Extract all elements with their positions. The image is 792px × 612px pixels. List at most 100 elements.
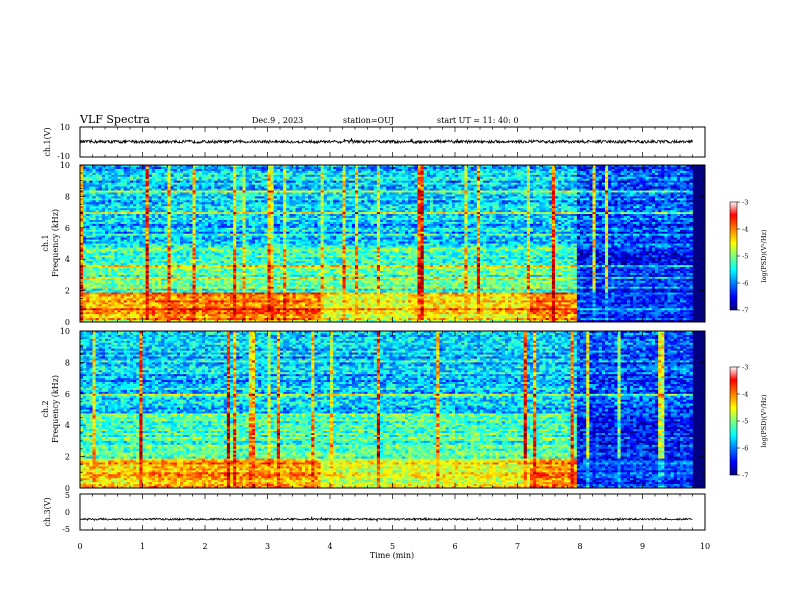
spectrogram-cell xyxy=(99,175,102,177)
spectrogram-cell xyxy=(168,261,171,263)
spectrogram-cell xyxy=(108,222,111,224)
spectrogram-cell xyxy=(111,318,114,320)
spectrogram-cell xyxy=(168,279,171,281)
spectrogram-cell xyxy=(196,167,199,169)
spectrogram-cell xyxy=(249,245,252,247)
spectrogram-cell xyxy=(89,255,92,257)
spectrogram-cell xyxy=(164,192,167,194)
spectrogram-cell xyxy=(168,200,171,202)
spectrogram-cell xyxy=(233,183,236,185)
spectrogram-cell xyxy=(118,192,121,194)
spectrogram-cell xyxy=(174,167,177,169)
spectrogram-cell xyxy=(233,245,236,247)
spectrogram-cell xyxy=(171,240,174,242)
spectrogram-cell xyxy=(211,300,214,302)
spectrogram-cell xyxy=(133,206,136,208)
spectrogram-cell xyxy=(127,269,130,271)
spectrogram-cell xyxy=(236,240,239,242)
spectrogram-cell xyxy=(111,192,114,194)
spectrogram-cell xyxy=(136,255,139,257)
spectrogram-cell xyxy=(189,308,192,310)
spectrogram-cell xyxy=(161,261,164,263)
spectrogram-cell xyxy=(143,232,146,234)
spectrogram-cell xyxy=(208,300,211,302)
spectrogram-cell xyxy=(99,318,102,320)
spectrogram-cell xyxy=(230,269,233,271)
spectrogram-cell xyxy=(155,255,158,257)
spectrogram-cell xyxy=(196,214,199,216)
spectrogram-cell xyxy=(93,232,96,234)
spectrogram-cell xyxy=(249,261,252,263)
spectrogram-cell xyxy=(121,200,124,202)
spectrogram-cell xyxy=(89,261,92,263)
spectrogram-cell xyxy=(233,279,236,281)
spectrogram-cell xyxy=(96,308,99,310)
spectrogram-cell xyxy=(118,295,121,297)
spectrogram-cell xyxy=(180,245,183,247)
spectrogram-cell xyxy=(124,167,127,169)
spectrogram-cell xyxy=(227,308,230,310)
spectrogram-cell xyxy=(233,200,236,202)
spectrogram-cell xyxy=(80,245,83,247)
spectrogram-cell xyxy=(199,167,202,169)
spectrogram-cell xyxy=(214,279,217,281)
spectrogram-cell xyxy=(86,222,89,224)
spectrogram-cell xyxy=(218,200,221,202)
ch1-spectrogram-panel: 0246810 ch.1 Frequency (kHz) xyxy=(41,161,705,327)
spectrogram-cell xyxy=(186,279,189,281)
spectrogram-cell xyxy=(83,200,86,202)
spectrogram-cell xyxy=(208,308,211,310)
spectrogram-cell xyxy=(80,240,83,242)
spectrogram-cell xyxy=(133,279,136,281)
spectrogram-cell xyxy=(102,245,105,247)
spectrogram-cell xyxy=(139,300,142,302)
spectrogram-cell xyxy=(199,200,202,202)
spectrogram-cell xyxy=(168,175,171,177)
spectrogram-cell xyxy=(183,214,186,216)
spectrogram-cell xyxy=(227,214,230,216)
spectrogram-cell xyxy=(208,175,211,177)
spectrogram-cell xyxy=(158,269,161,271)
spectrogram-cell xyxy=(89,308,92,310)
spectrogram-cell xyxy=(227,206,230,208)
spectrogram-cell xyxy=(93,300,96,302)
spectrogram-cell xyxy=(202,232,205,234)
spectrogram-cell xyxy=(233,240,236,242)
spectrogram-cell xyxy=(239,279,242,281)
spectrogram-cell xyxy=(243,240,246,242)
spectrogram-cell xyxy=(211,222,214,224)
spectrogram-cell xyxy=(186,240,189,242)
spectrogram-cell xyxy=(174,279,177,281)
spectrogram-cell xyxy=(249,279,252,281)
spectrogram-cell xyxy=(99,232,102,234)
spectrogram-cell xyxy=(164,183,167,185)
spectrogram-cell xyxy=(205,240,208,242)
spectrogram-cell xyxy=(208,206,211,208)
spectrogram-cell xyxy=(174,261,177,263)
spectrogram-cell xyxy=(146,200,149,202)
spectrogram-cell xyxy=(133,175,136,177)
spectrogram-cell xyxy=(208,318,211,320)
spectrogram-cell xyxy=(80,295,83,297)
spectrogram-cell xyxy=(99,300,102,302)
spectrogram-cell xyxy=(171,300,174,302)
spectrogram-cell xyxy=(124,206,127,208)
spectrogram-cell xyxy=(86,285,89,287)
spectrogram-cell xyxy=(127,200,130,202)
spectrogram-cell xyxy=(233,222,236,224)
spectrogram-cell xyxy=(214,240,217,242)
spectrogram-cell xyxy=(180,300,183,302)
spectrogram-cell xyxy=(86,300,89,302)
spectrogram-cell xyxy=(233,261,236,263)
spectrogram-cell xyxy=(121,295,124,297)
spectrogram-cell xyxy=(171,255,174,257)
spectrogram-cell xyxy=(80,183,83,185)
spectrogram-cell xyxy=(205,285,208,287)
spectrogram-cell xyxy=(86,232,89,234)
spectrogram-cell xyxy=(155,192,158,194)
spectrogram-cell xyxy=(202,245,205,247)
spectrogram-cell xyxy=(111,245,114,247)
spectrogram-cell xyxy=(152,214,155,216)
spectrogram-cell xyxy=(205,255,208,257)
spectrogram-cell xyxy=(171,308,174,310)
